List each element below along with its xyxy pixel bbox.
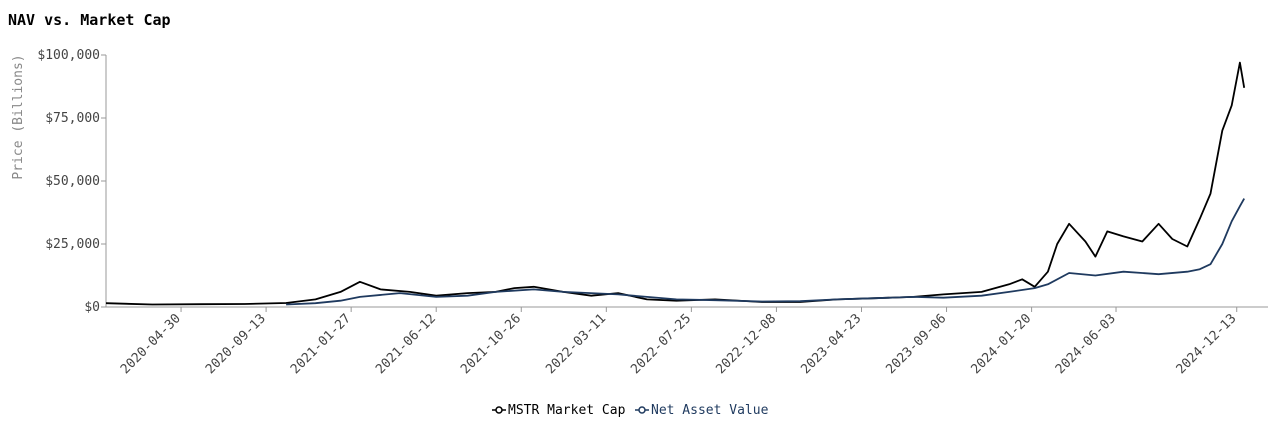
series-line-1 bbox=[286, 198, 1245, 306]
legend-marker bbox=[638, 406, 646, 414]
y-tick-label: $25,000 bbox=[45, 237, 100, 252]
series-layer bbox=[105, 61, 1246, 306]
x-tick-label: 2023-04-23 bbox=[798, 311, 864, 377]
x-tick-label: 2024-01-20 bbox=[968, 311, 1034, 377]
x-tick-label: 2020-09-13 bbox=[203, 311, 269, 377]
x-tick-label: 2021-06-12 bbox=[373, 311, 439, 377]
y-axis-title: Price (Billions) bbox=[11, 54, 26, 179]
legend-label: Net Asset Value bbox=[651, 403, 769, 418]
y-tick-label: $50,000 bbox=[45, 174, 100, 189]
x-tick-label: 2022-03-11 bbox=[543, 311, 609, 377]
legend[interactable]: MSTR Market Cap Net Asset Value bbox=[492, 403, 769, 418]
y-tick-label: $75,000 bbox=[45, 111, 100, 126]
series-line-0 bbox=[105, 61, 1246, 306]
x-tick-label: 2021-01-27 bbox=[288, 311, 354, 377]
legend-item-0[interactable]: MSTR Market Cap bbox=[492, 403, 626, 418]
x-tick-label: 2022-12-08 bbox=[713, 311, 779, 377]
x-tick-label: 2024-06-03 bbox=[1053, 311, 1119, 377]
x-axis: 2020-04-30 2020-09-13 2021-01-27 2021-06-12… bbox=[106, 306, 1268, 377]
x-tick-label: 2024-12-13 bbox=[1174, 311, 1240, 377]
x-tick-label: 2021-10-26 bbox=[458, 311, 524, 377]
x-tick-label: 2022-07-25 bbox=[628, 311, 694, 377]
legend-label: MSTR Market Cap bbox=[508, 403, 626, 418]
y-axis: $0 $25,000 $50,000 $75,000 $100,000 bbox=[37, 48, 107, 315]
x-tick-label: 2023-09-06 bbox=[883, 311, 949, 377]
chart-title: NAV vs. Market Cap bbox=[8, 11, 171, 29]
y-tick-label: $0 bbox=[84, 300, 100, 315]
legend-item-1[interactable]: Net Asset Value bbox=[635, 403, 769, 418]
x-tick-label: 2020-04-30 bbox=[118, 311, 184, 377]
legend-marker bbox=[495, 406, 503, 414]
y-tick-label: $100,000 bbox=[37, 48, 100, 63]
